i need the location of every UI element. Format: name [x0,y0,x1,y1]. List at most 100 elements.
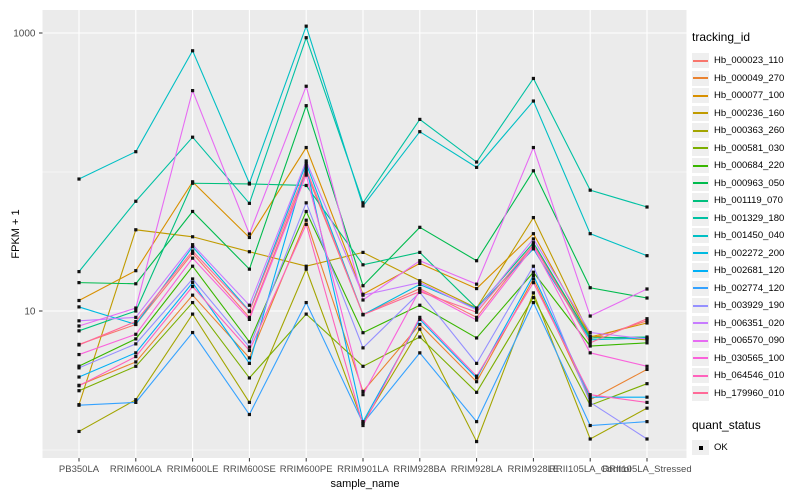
legend-line-icon [693,322,708,325]
legend-line-icon [693,217,708,220]
legend-item: Hb_000581_030 [692,140,798,158]
x-tick-label: PB350LA [59,464,100,475]
legend-item: Hb_030565_100 [692,350,798,368]
legend-item: Hb_001450_040 [692,227,798,245]
legend-item-label: Hb_002681_120 [714,265,785,277]
legend-item-label: Hb_002272_200 [714,247,785,259]
legend-key-swatch [692,140,709,156]
legend-item: Hb_002774_120 [692,280,798,298]
legend-line-icon [693,94,708,97]
legend-key-swatch [692,245,709,261]
legend-line-icon [693,147,708,150]
legend-key-swatch [692,298,709,314]
legend-item-label: Hb_064546_010 [714,370,785,382]
legend-item-label: Hb_002774_120 [714,282,785,294]
legend-line-icon [693,129,708,132]
point-marker-icon [698,445,703,450]
legend-line-icon [693,112,708,115]
legend-item-label: Hb_000581_030 [714,142,785,154]
legend-key-swatch [692,350,709,366]
legend-key-swatch [692,123,709,139]
x-axis-title: sample_name [330,478,400,490]
legend-item: Hb_000023_110 [692,52,798,70]
legend-key-swatch [692,263,709,279]
legend-line-icon [693,234,708,237]
legend-line-icon [693,199,708,202]
legend-key-swatch [692,158,709,174]
y-axis-title: FPKM + 1 [10,209,22,259]
legend-item-label: Hb_006570_090 [714,335,785,347]
legend-item-label: Hb_000363_260 [714,125,785,137]
legend-line-icon [693,392,708,395]
legend-item-quant-ok: OK [692,439,798,457]
legend: tracking_id Hb_000023_110 Hb_000049_270 Hb… [692,30,798,457]
x-tick-label: RRIM600PE [280,464,333,475]
legend-line-icon [693,339,708,342]
legend-line-icon [693,357,708,360]
y-tick-label: 10 [24,307,36,318]
legend-item: Hb_006351_020 [692,315,798,333]
legend-item-label: OK [714,442,728,454]
legend-item-label: Hb_000077_100 [714,90,785,102]
legend-key-swatch [692,228,709,244]
legend-item-label: Hb_000684_220 [714,160,785,172]
legend-item-label: Hb_001450_040 [714,230,785,242]
legend-title-tracking-id: tracking_id [692,30,751,44]
axis-ticks [39,32,648,462]
legend-item: Hb_064546_010 [692,367,798,385]
legend-item-label: Hb_030565_100 [714,352,785,364]
legend-item-label: Hb_000963_050 [714,177,785,189]
legend-item: Hb_000049_270 [692,70,798,88]
legend-item: Hb_179960_010 [692,385,798,403]
legend-item: Hb_000684_220 [692,157,798,175]
legend-title-quant-status: quant_status [692,418,761,432]
legend-item: Hb_000363_260 [692,122,798,140]
legend-line-icon [693,77,708,80]
legend-item: Hb_006570_090 [692,332,798,350]
legend-line-icon [693,59,708,62]
legend-key-swatch [692,210,709,226]
y-tick-label: 1000 [13,29,36,40]
x-tick-label: RRIM928LE [508,464,560,475]
x-tick-label: RRIM928BA [393,464,446,475]
data-points [77,24,649,444]
legend-line-icon [693,182,708,185]
legend-item: Hb_000236_160 [692,105,798,123]
legend-item-label: Hb_003929_190 [714,300,785,312]
legend-line-icon [693,287,708,290]
legend-item-label: Hb_000236_160 [714,107,785,119]
legend-item-label: Hb_000023_110 [714,55,784,67]
tick-labels: 1000 10 PB350LA RRIM600LA RRIM600LE RRIM600SE… [13,29,691,476]
x-tick-label: RRII105LA_Control [549,464,631,475]
legend-key-swatch [692,53,709,69]
legend-item-label: Hb_001119_070 [714,195,783,207]
x-tick-label: RRIM901LA [337,464,389,475]
legend-key-swatch [692,440,709,456]
legend-line-icon [693,269,708,272]
x-tick-label: RRIM600LA [110,464,162,475]
legend-line-icon [693,252,708,255]
legend-key-swatch [692,315,709,331]
x-tick-label: RRIM600SE [223,464,276,475]
x-tick-label: RRIM600LE [167,464,219,475]
legend-key-swatch [692,88,709,104]
legend-quant-list: OK [692,439,798,457]
legend-item-label: Hb_179960_010 [714,387,785,399]
legend-series-list: Hb_000023_110 Hb_000049_270 Hb_000077_100 H… [692,52,798,402]
legend-item: Hb_002272_200 [692,245,798,263]
x-tick-label: RRII105LA_Stressed [602,464,691,475]
legend-key-swatch [692,333,709,349]
legend-key-swatch [692,368,709,384]
legend-item: Hb_003929_190 [692,297,798,315]
legend-item: Hb_002681_120 [692,262,798,280]
legend-item: Hb_000077_100 [692,87,798,105]
legend-key-swatch [692,385,709,401]
legend-key-swatch [692,193,709,209]
x-tick-label: RRIM928LA [451,464,503,475]
legend-item: Hb_001329_180 [692,210,798,228]
legend-item: Hb_001119_070 [692,192,798,210]
legend-key-swatch [692,70,709,86]
legend-key-swatch [692,175,709,191]
